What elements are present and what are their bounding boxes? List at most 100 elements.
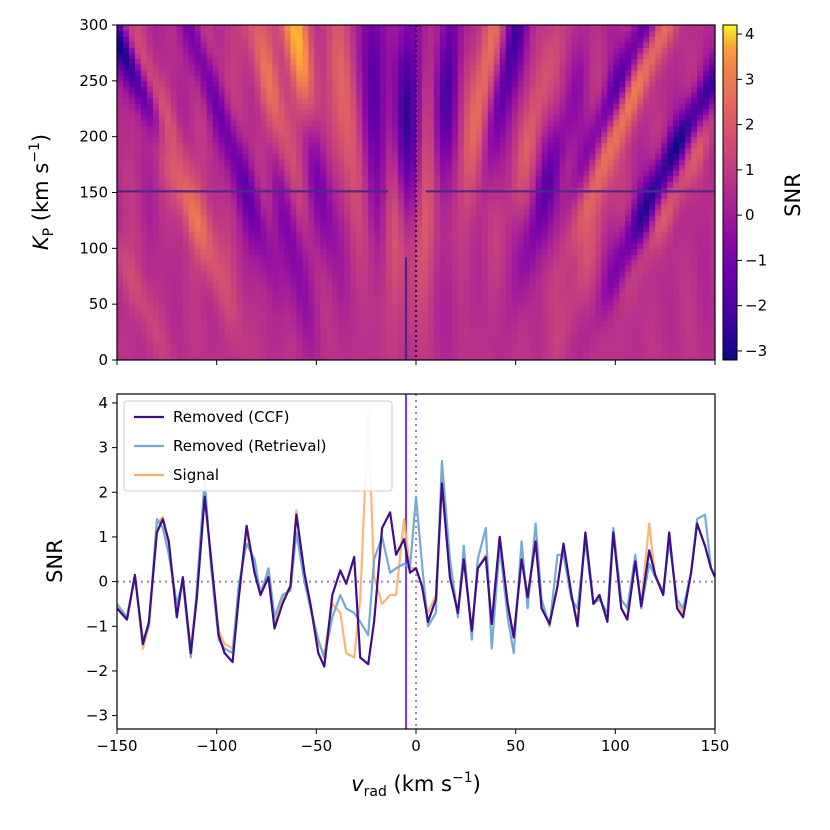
heatmap-cell: [487, 332, 495, 339]
heatmap-cell: [314, 175, 321, 182]
heatmap-cell: [649, 242, 656, 249]
heatmap-cell: [212, 125, 220, 132]
heatmap-cell: [433, 136, 441, 143]
heatmap-cell: [200, 298, 208, 305]
heatmap-cell: [296, 164, 303, 171]
heatmap-cell: [380, 226, 387, 233]
heatmap-cell: [356, 309, 363, 316]
heatmap-cell: [433, 304, 441, 311]
heatmap-cell: [170, 164, 178, 171]
heatmap-cell: [475, 198, 483, 205]
heatmap-cell: [242, 270, 250, 277]
heatmap-cell: [421, 320, 429, 328]
heatmap-cell: [547, 259, 555, 266]
heatmap-cell: [559, 108, 567, 115]
heatmap-cell: [445, 119, 453, 127]
heatmap-cell: [380, 80, 387, 88]
heatmap-cell: [236, 231, 244, 238]
heatmap-cell: [487, 320, 495, 328]
heatmap-cell: [212, 203, 220, 210]
heatmap-cell: [386, 97, 393, 104]
heatmap-cell: [320, 348, 327, 356]
heatmap-cell: [691, 326, 698, 333]
heatmap-cell: [691, 142, 698, 149]
heatmap-cell: [523, 248, 531, 255]
heatmap-cell: [697, 259, 704, 266]
heatmap-cell: [523, 92, 531, 99]
heatmap-cell: [535, 242, 543, 249]
heatmap-cell: [278, 287, 286, 294]
heatmap-cell: [224, 332, 232, 339]
heatmap-cell: [236, 287, 244, 294]
heatmap-cell: [410, 119, 417, 127]
heatmap-cell: [697, 309, 704, 316]
heatmap-cell: [583, 192, 591, 199]
heatmap-cell: [152, 259, 160, 266]
heatmap-cell: [637, 265, 644, 272]
heatmap-cell: [691, 136, 698, 143]
heatmap-cell: [296, 354, 303, 360]
heatmap-cell: [661, 253, 668, 261]
heatmap-cell: [392, 136, 399, 143]
heatmap-cell: [212, 175, 220, 182]
heatmap-cell: [176, 209, 184, 216]
heatmap-cell: [619, 209, 626, 216]
heatmap-cell: [284, 203, 292, 210]
heatmap-cell: [457, 242, 465, 249]
heatmap-cell: [314, 131, 321, 138]
heatmap-cell: [553, 108, 561, 115]
heatmap-cell: [691, 119, 698, 127]
heatmap-cell: [314, 253, 321, 261]
heatmap-cell: [278, 242, 286, 249]
heatmap-cell: [410, 348, 417, 356]
heatmap-cell: [254, 298, 262, 305]
heatmap-cell: [158, 131, 166, 138]
heatmap-cell: [117, 253, 124, 261]
heatmap-cell: [350, 309, 357, 316]
heatmap-cell: [296, 131, 303, 138]
heatmap-cell: [188, 304, 196, 311]
heatmap-cell: [302, 214, 309, 222]
heatmap-cell: [188, 147, 196, 155]
heatmap-cell: [673, 298, 680, 305]
heatmap-cell: [601, 304, 608, 311]
heatmap-cell: [236, 309, 244, 316]
heatmap-cell: [493, 226, 501, 233]
heatmap-cell: [541, 253, 549, 261]
heatmap-cell: [158, 214, 166, 222]
heatmap-cell: [691, 175, 698, 182]
heatmap-cell: [350, 108, 357, 115]
heatmap-cell: [655, 226, 662, 233]
heatmap-cell: [499, 86, 507, 93]
heatmap-cell: [236, 248, 244, 255]
heatmap-cell: [661, 326, 668, 333]
heatmap-cell: [260, 192, 268, 199]
heatmap-cell: [188, 270, 196, 277]
heatmap-cell: [619, 86, 626, 93]
heatmap-cell: [499, 309, 507, 316]
heatmap-cell: [212, 315, 220, 322]
heatmap-cell: [284, 108, 292, 115]
heatmap-cell: [601, 298, 608, 305]
heatmap-cell: [631, 332, 638, 339]
heatmap-cell: [697, 198, 704, 205]
heatmap-cell: [433, 315, 441, 322]
heatmap-cell: [260, 125, 268, 132]
heatmap-cell: [439, 259, 447, 266]
heatmap-cell: [326, 276, 333, 283]
heatmap-cell: [631, 315, 638, 322]
heatmap-cell: [427, 248, 435, 255]
heatmap-cell: [248, 220, 256, 227]
heatmap-cell: [547, 253, 555, 261]
heatmap-cell: [176, 131, 184, 138]
heatmap-cell: [332, 320, 339, 328]
heatmap-cell: [709, 348, 715, 356]
heatmap-cell: [697, 248, 704, 255]
heatmap-cell: [117, 309, 124, 316]
heatmap-cell: [278, 337, 286, 344]
heatmap-cell: [685, 248, 692, 255]
heatmap-cell: [499, 270, 507, 277]
heatmap-cell: [511, 315, 519, 322]
heatmap-cell: [260, 304, 268, 311]
heatmap-cell: [703, 253, 710, 261]
